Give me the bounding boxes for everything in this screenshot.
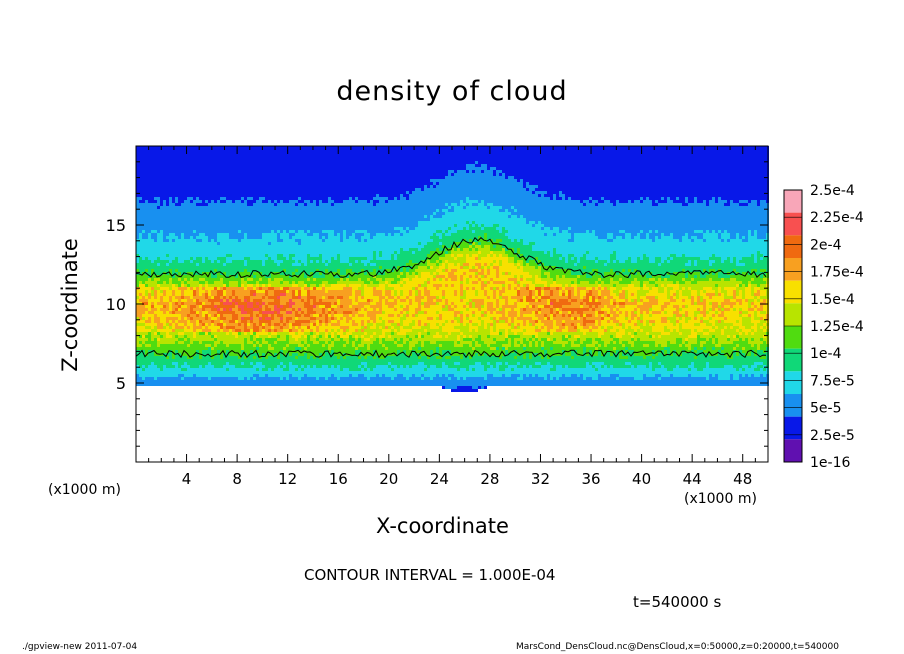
- colorbar-swatch: [784, 394, 802, 417]
- colorbar-swatch: [784, 326, 802, 349]
- x-tick-label: 8: [232, 470, 242, 488]
- colorbar-label: 5e-5: [810, 401, 841, 417]
- colorbar-label: 1.5e-4: [810, 292, 855, 308]
- colorbar-label: 2.25e-4: [810, 210, 864, 226]
- colorbar-swatch: [784, 235, 802, 258]
- contour-interval-note: CONTOUR INTERVAL = 1.000E-04: [304, 566, 555, 584]
- colorbar-swatch: [784, 303, 802, 326]
- x-tick-label: 40: [632, 470, 651, 488]
- heatmap-cells: [136, 146, 769, 392]
- colorbar-label: 1.75e-4: [810, 265, 864, 281]
- colorbar-label: 1e-16: [810, 455, 850, 471]
- x-tick-label: 48: [733, 470, 752, 488]
- colorbar-swatch: [784, 190, 802, 213]
- x-tick-label: 24: [430, 470, 449, 488]
- x-tick-label: 20: [379, 470, 398, 488]
- colorbar-label: 2.5e-5: [810, 428, 855, 444]
- x-tick-label: 44: [683, 470, 702, 488]
- colorbar-swatch: [784, 371, 802, 394]
- x-axis-label: X-coordinate: [376, 514, 509, 538]
- x-unit-label-left: (x1000 m): [48, 482, 121, 498]
- colorbar-label: 1e-4: [810, 346, 842, 362]
- footer-left-text: ./gpview-new 2011-07-04: [22, 642, 137, 652]
- colorbar-swatch: [784, 213, 802, 236]
- y-tick-label: 15: [106, 216, 126, 235]
- x-tick-label: 12: [278, 470, 297, 488]
- chart-title: density of cloud: [0, 76, 904, 107]
- colorbar-label: 2.5e-4: [810, 183, 855, 199]
- time-note: t=540000 s: [633, 593, 721, 611]
- colorbar-label: 7.5e-5: [810, 373, 855, 389]
- x-tick-label: 36: [581, 470, 600, 488]
- colorbar-label: 1.25e-4: [810, 319, 864, 335]
- colorbar-swatch: [784, 417, 802, 440]
- colorbar-label: 2e-4: [810, 237, 842, 253]
- colorbar-swatch: [784, 258, 802, 281]
- colorbar-swatch: [784, 349, 802, 372]
- x-tick-label: 4: [182, 470, 192, 488]
- colorbar-swatch: [784, 281, 802, 304]
- x-tick-label: 16: [329, 470, 348, 488]
- y-axis-label: Z-coordinate: [58, 238, 82, 372]
- footer-right-text: MarsCond_DensCloud.nc@DensCloud,x=0:5000…: [516, 642, 839, 652]
- y-tick-label: 10: [106, 295, 126, 314]
- x-unit-label-right: (x1000 m): [684, 491, 757, 507]
- x-tick-label: 28: [480, 470, 499, 488]
- x-tick-label: 32: [531, 470, 550, 488]
- colorbar-swatch: [784, 439, 802, 462]
- y-tick-label: 5: [116, 374, 126, 393]
